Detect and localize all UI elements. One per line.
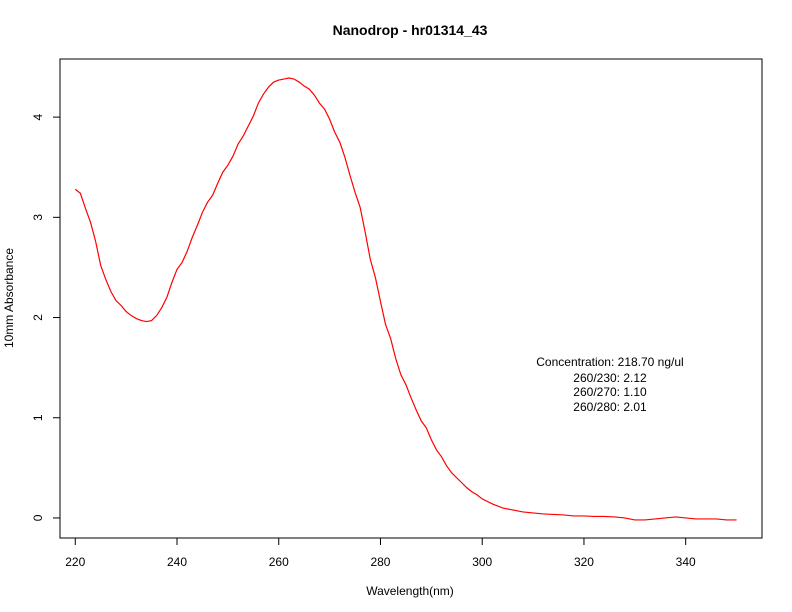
x-tick-label: 320: [574, 555, 594, 569]
y-tick-label: 0: [31, 514, 45, 521]
x-tick-label: 340: [676, 555, 696, 569]
annotation-260-230: 260/230: 2.12: [573, 371, 647, 385]
x-tick-label: 260: [269, 555, 289, 569]
stats-annotation: Concentration: 218.70 ng/ul 260/230: 2.1…: [536, 355, 683, 414]
x-axis: 220 240 260 280 300 320 340: [65, 537, 696, 569]
x-tick-label: 240: [167, 555, 187, 569]
y-axis-label: 10mm Absorbance: [2, 248, 16, 348]
y-axis: 0 1 2 3 4: [31, 113, 61, 521]
x-axis-label: Wavelength(nm): [366, 584, 454, 598]
y-tick-label: 2: [31, 314, 45, 321]
annotation-260-280: 260/280: 2.01: [573, 400, 647, 414]
annotation-concentration: Concentration: 218.70 ng/ul: [536, 355, 683, 369]
y-tick-label: 3: [31, 214, 45, 221]
y-tick-label: 1: [31, 414, 45, 421]
absorbance-line: [74, 77, 737, 521]
chart-title: Nanodrop - hr01314_43: [333, 22, 488, 38]
x-tick-label: 300: [472, 555, 492, 569]
y-tick-label: 4: [31, 113, 45, 120]
x-tick-label: 220: [65, 555, 85, 569]
x-tick-label: 280: [370, 555, 390, 569]
annotation-260-270: 260/270: 1.10: [573, 385, 647, 399]
